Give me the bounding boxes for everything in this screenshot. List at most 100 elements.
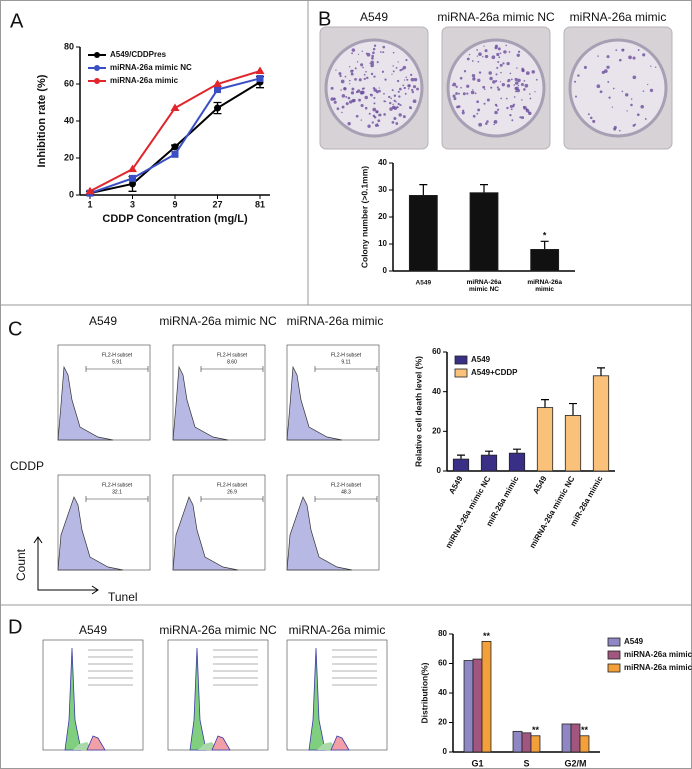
colony	[497, 47, 501, 51]
gate-value: 5.91	[112, 359, 122, 365]
colony	[484, 49, 488, 53]
x-tick-label: A549	[416, 280, 432, 287]
colony	[405, 76, 408, 79]
colony	[393, 99, 396, 102]
y-tick-label: 20	[64, 152, 74, 162]
colony	[486, 98, 490, 102]
colony	[410, 77, 415, 82]
colony	[483, 102, 486, 105]
colony	[497, 88, 501, 91]
colony	[596, 84, 601, 89]
bar	[463, 660, 474, 753]
colony	[455, 85, 458, 88]
colony	[370, 60, 375, 65]
colony	[360, 90, 365, 95]
colony	[354, 67, 357, 70]
colony	[513, 96, 516, 98]
colony	[647, 83, 649, 86]
line	[89, 70, 261, 193]
colony	[330, 86, 334, 90]
bar	[480, 454, 498, 472]
gate-value: 32.1	[112, 489, 122, 495]
colony	[486, 120, 489, 123]
colony	[364, 106, 368, 110]
colony	[391, 105, 396, 109]
gate-label: FL2-H subset	[102, 352, 133, 358]
colony	[373, 96, 376, 99]
colony	[484, 54, 489, 59]
gate-label: FL2-H subset	[217, 352, 248, 358]
panel-label: C	[8, 318, 22, 340]
colony	[521, 99, 523, 101]
colony	[606, 55, 610, 59]
gate-value: 9.11	[341, 359, 351, 365]
colony	[476, 100, 480, 104]
colony	[398, 113, 402, 117]
hist-frame	[286, 639, 388, 751]
colony	[358, 78, 362, 82]
gate	[85, 366, 149, 372]
axis-label: Count	[14, 548, 28, 581]
column-title: A549	[89, 314, 117, 328]
colony	[375, 90, 379, 94]
colony	[621, 90, 624, 93]
photo-title: miRNA-26a mimic NC	[437, 10, 555, 24]
colony	[378, 89, 381, 93]
colony	[381, 70, 385, 73]
colony	[392, 65, 394, 67]
line	[89, 77, 261, 195]
colony	[345, 95, 348, 98]
legend-swatch	[607, 637, 621, 647]
y-tick-label: 0	[69, 189, 74, 199]
colony	[355, 114, 359, 118]
colony	[360, 103, 364, 108]
axis-label: Tunel	[108, 590, 138, 604]
colony	[608, 96, 611, 99]
colony	[529, 93, 531, 95]
colony	[494, 103, 498, 107]
y-axis-label: Colony number (>0.1mm)	[359, 166, 369, 268]
colony	[510, 108, 513, 111]
colony	[343, 87, 347, 90]
colony	[478, 122, 483, 127]
column-title: miRNA-26a mimic NC	[159, 314, 277, 328]
colony	[373, 102, 376, 105]
axis-arrows	[33, 536, 99, 595]
x-tick-label: A549	[531, 474, 549, 496]
colony	[510, 78, 513, 81]
colony	[503, 50, 507, 54]
colony	[369, 62, 371, 65]
bar	[570, 723, 581, 753]
colony	[528, 111, 532, 116]
colony	[597, 55, 599, 57]
colony	[517, 85, 520, 87]
colony	[395, 101, 397, 103]
colony	[402, 84, 405, 87]
panel-label: D	[8, 616, 22, 638]
colony	[368, 112, 371, 115]
colony	[525, 71, 530, 75]
marker	[171, 150, 179, 158]
histogram	[57, 496, 124, 571]
colony	[509, 114, 512, 117]
legend-swatch	[607, 650, 621, 660]
legend-label: A549	[471, 355, 491, 364]
gate-label: FL2-H subset	[331, 482, 362, 488]
line	[89, 81, 261, 195]
bar	[561, 723, 572, 753]
y-tick-label: 0	[383, 266, 388, 275]
y-axis-label: Distribution(%)	[419, 662, 429, 723]
y-tick-label: 20	[378, 212, 387, 221]
colony	[525, 108, 530, 113]
colony	[399, 87, 402, 91]
colony	[351, 52, 353, 55]
error-bar	[541, 399, 549, 408]
colony	[462, 92, 466, 96]
legend-swatch	[454, 355, 468, 365]
legend-label: A549/CDDPres	[110, 50, 167, 59]
colony	[404, 92, 407, 95]
colony	[410, 107, 413, 110]
colony	[407, 88, 410, 90]
colony	[383, 100, 386, 103]
colony	[388, 95, 391, 99]
